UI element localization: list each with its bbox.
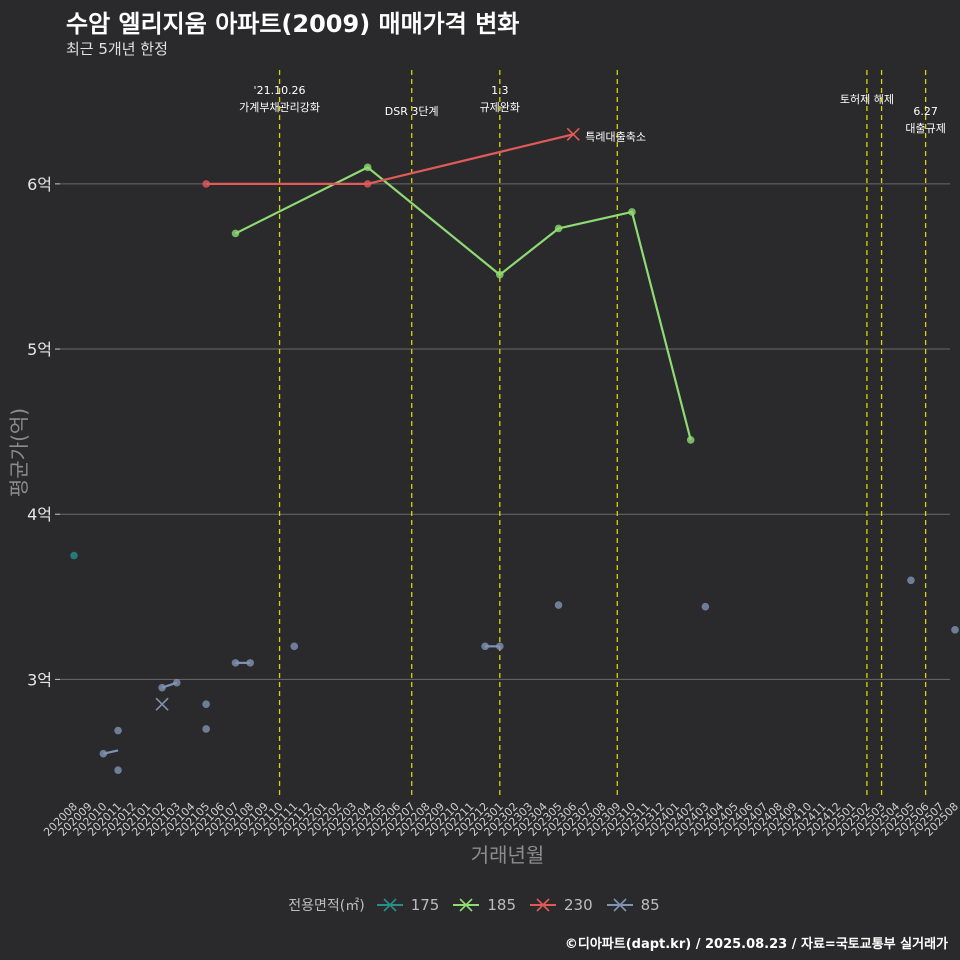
legend-label-175: 175	[410, 896, 440, 914]
legend-title: 전용면적(㎡)	[288, 898, 365, 914]
series-line-185	[235, 166, 692, 441]
legend-key-cross	[459, 898, 473, 912]
data-point-185	[363, 163, 372, 172]
data-point-85	[158, 683, 166, 692]
legend-key-85	[606, 898, 633, 912]
data-point-85	[290, 642, 299, 651]
legend-item-85: 85	[605, 895, 660, 915]
cross-marker-230-b	[566, 127, 580, 141]
data-point-85	[701, 602, 710, 611]
legend-key-175	[376, 898, 403, 912]
legend-key-cross-b	[613, 898, 627, 912]
legend-key-cross-b	[459, 898, 473, 912]
event-label: 가계부채관리강화	[239, 101, 320, 114]
y-tick-label: 5억	[27, 340, 52, 359]
data-point-185	[554, 224, 563, 233]
x-axis-title: 거래년월	[471, 843, 545, 867]
annotation-label: 특례대출축소	[585, 130, 646, 143]
y-tick-label: 6억	[27, 175, 52, 194]
chart-title: 수암 엘리지움 아파트(2009) 매매가격 변화	[66, 10, 520, 38]
legend-label-85: 85	[640, 896, 660, 914]
event-label: 대출규제	[905, 122, 945, 135]
y-tick-label: 4억	[27, 505, 52, 524]
legend-key-185	[453, 898, 480, 912]
cross-marker-85-b	[155, 697, 169, 711]
legend-label-230: 230	[564, 896, 593, 914]
legend-item-230: 230	[528, 895, 593, 915]
data-point-85	[496, 642, 504, 651]
series-line-230	[206, 133, 574, 185]
data-point-85	[202, 700, 210, 708]
event-label: 규제완화	[480, 101, 520, 114]
legend-key-cross-b	[536, 898, 550, 912]
event-label: 토허제 해제	[840, 92, 894, 106]
data-point-85	[172, 678, 181, 687]
data-point-185	[686, 436, 695, 444]
data-point-230	[202, 180, 210, 188]
cross-marker-85	[155, 697, 169, 711]
legend-item-185: 185	[451, 895, 516, 915]
data-point-185	[628, 208, 636, 216]
legend-label-185: 185	[487, 896, 516, 914]
event-label: '21.10.26	[254, 84, 306, 97]
data-point-175	[70, 551, 78, 560]
data-point-85	[231, 659, 240, 667]
legend: 전용면적(㎡) 175 185 230 85	[0, 895, 960, 915]
event-label: DSR 3단계	[385, 105, 439, 118]
y-tick-label: 3억	[27, 670, 52, 689]
data-point-85	[907, 576, 915, 585]
y-axis-title: 평균가(억)	[7, 408, 31, 497]
data-point-85	[114, 726, 122, 735]
legend-key-cross	[536, 898, 550, 912]
data-point-85	[99, 749, 108, 758]
data-point-85	[246, 659, 254, 667]
legend-key-cross	[383, 898, 397, 912]
data-point-85	[202, 725, 210, 733]
data-point-230	[363, 180, 372, 188]
legend-item-175: 175	[375, 895, 440, 915]
data-point-185	[496, 270, 504, 279]
event-label: 1.3	[491, 84, 509, 97]
legend-key-cross	[613, 898, 627, 912]
cross-marker-230	[566, 127, 580, 141]
legend-key-cross-b	[383, 898, 397, 912]
data-point-85	[481, 642, 489, 651]
event-label: 6.27	[913, 105, 938, 118]
data-point-85	[951, 626, 959, 634]
source-caption: ©디아파트(dapt.kr) / 2025.08.23 / 자료=국토교통부 실…	[564, 937, 948, 952]
data-point-85	[554, 601, 563, 609]
chart-subtitle: 최근 5개년 한정	[66, 40, 168, 58]
legend-key-230	[530, 898, 556, 912]
data-point-85	[114, 766, 122, 775]
data-point-185	[231, 229, 240, 238]
